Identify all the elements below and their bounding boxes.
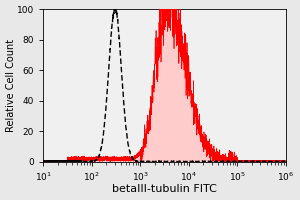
X-axis label: betaIII-tubulin FITC: betaIII-tubulin FITC xyxy=(112,184,217,194)
Y-axis label: Relative Cell Count: Relative Cell Count xyxy=(6,39,16,132)
